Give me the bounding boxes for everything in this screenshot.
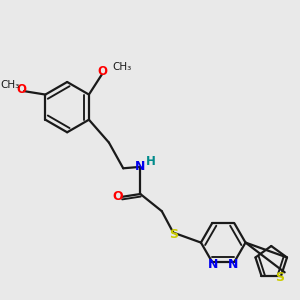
Text: N: N xyxy=(208,258,218,271)
Text: S: S xyxy=(169,228,178,242)
Text: O: O xyxy=(98,64,108,78)
Text: O: O xyxy=(16,82,26,96)
Text: H: H xyxy=(146,155,156,168)
Text: CH₃: CH₃ xyxy=(112,61,132,72)
Text: O: O xyxy=(112,190,122,203)
Text: S: S xyxy=(275,271,284,284)
Text: N: N xyxy=(135,160,146,173)
Text: N: N xyxy=(228,258,239,271)
Text: CH₃: CH₃ xyxy=(0,80,19,90)
